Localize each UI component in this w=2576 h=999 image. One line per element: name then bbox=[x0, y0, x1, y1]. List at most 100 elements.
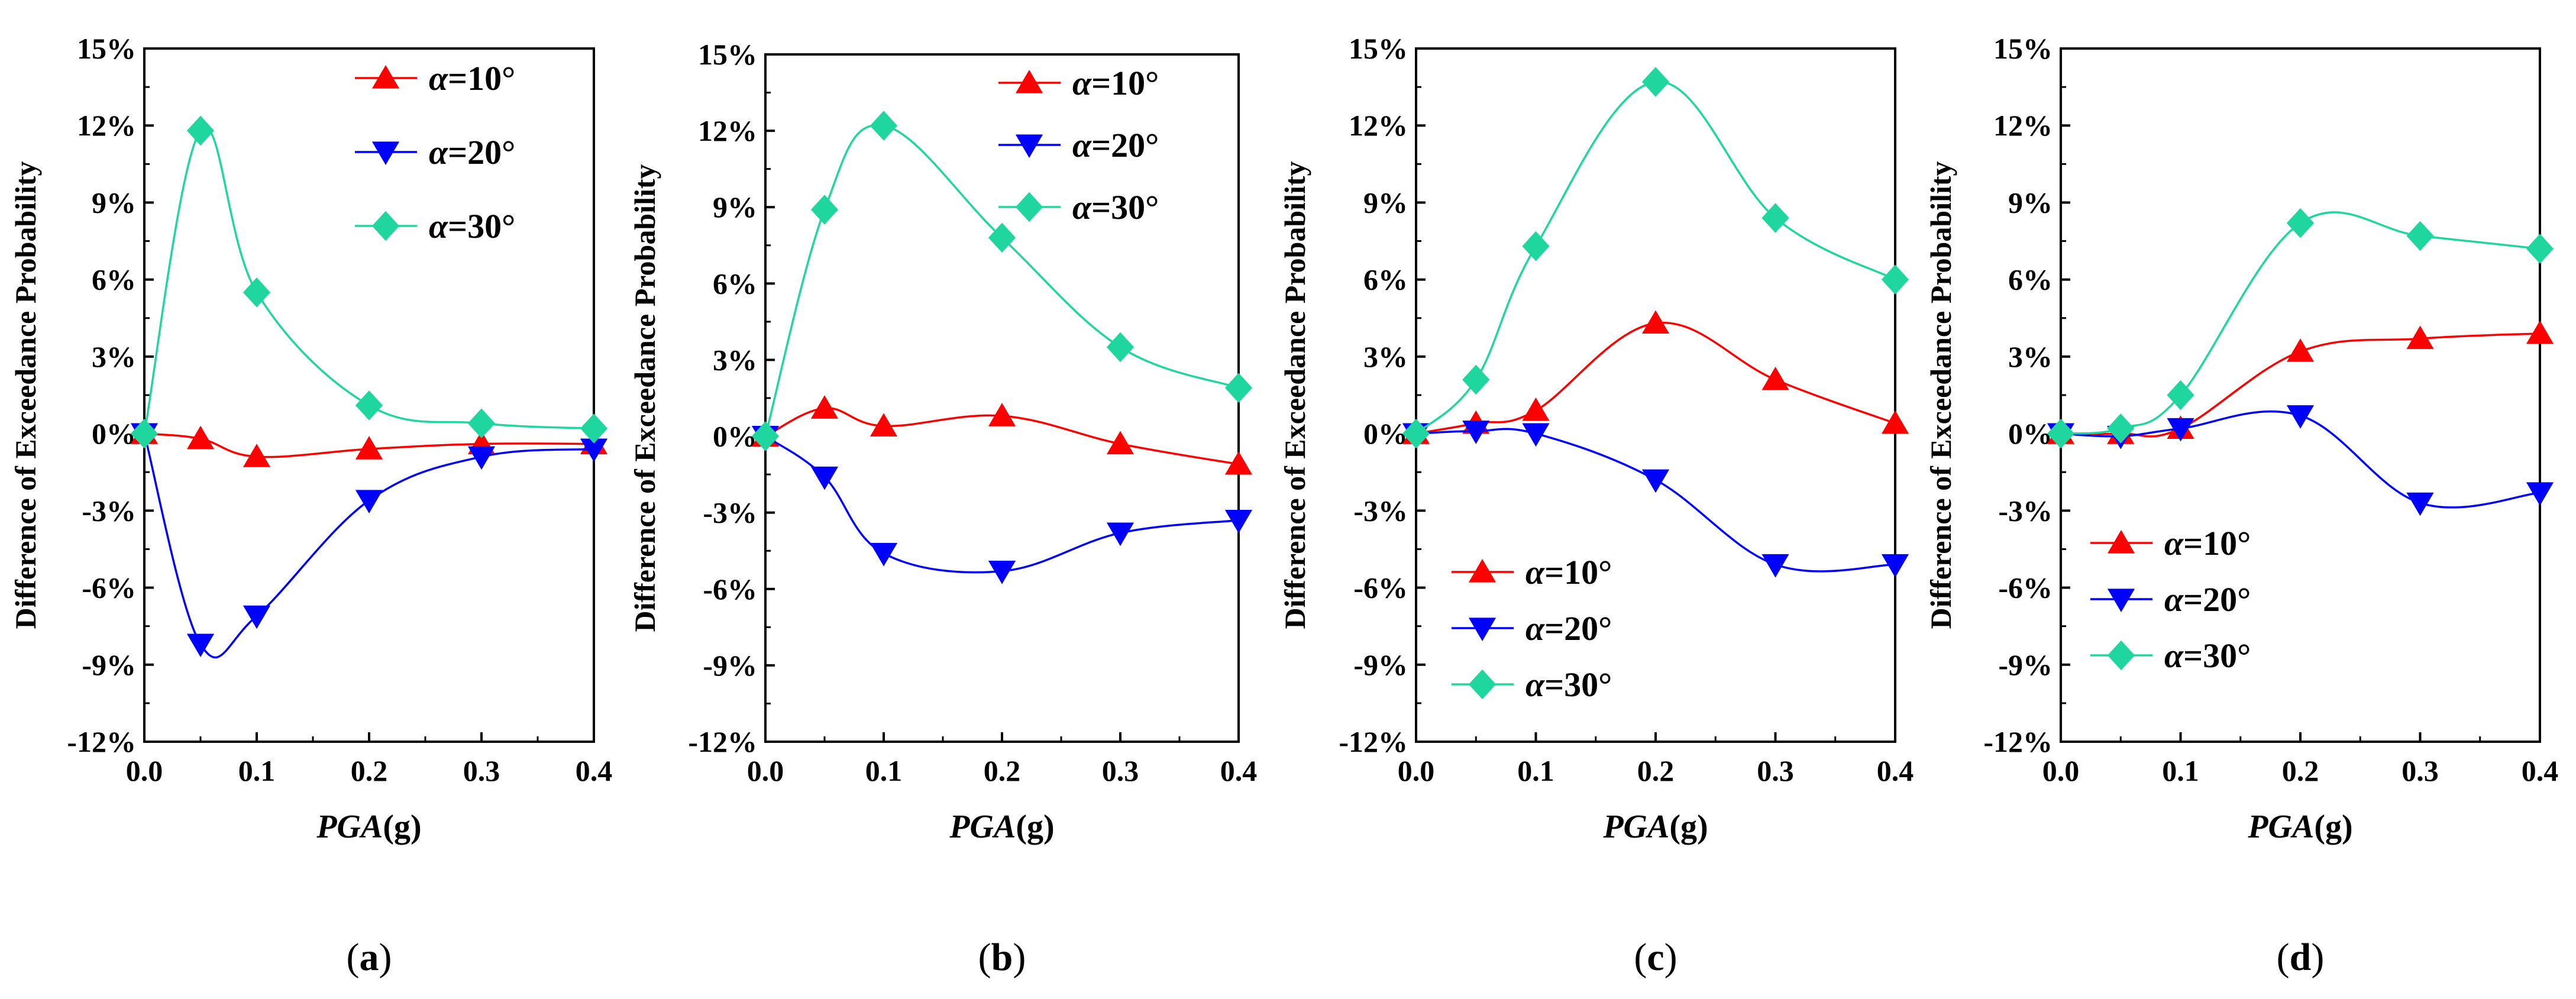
data-point bbox=[2526, 234, 2554, 264]
data-point bbox=[1106, 431, 1135, 455]
x-axis-title-variable: PGA bbox=[1602, 809, 1669, 845]
legend-value: =20° bbox=[1091, 126, 1159, 164]
x-tick-label: 0.4 bbox=[576, 754, 613, 787]
series-3 bbox=[130, 115, 608, 449]
plot-frame bbox=[764, 53, 1240, 743]
series-line bbox=[764, 124, 1239, 437]
legend: α=10°α=20°α=30° bbox=[355, 59, 515, 245]
x-tick-label: 0.1 bbox=[2162, 754, 2199, 787]
legend-entry: α=20° bbox=[355, 133, 515, 172]
data-point bbox=[186, 425, 215, 450]
legend-label: α=30° bbox=[1525, 665, 1612, 704]
caption-letter: a bbox=[360, 936, 379, 979]
legend-value: =10° bbox=[1544, 553, 1612, 591]
y-tick-label: 3% bbox=[2008, 340, 2053, 373]
legend-label: α=30° bbox=[2164, 636, 2251, 675]
x-tick-label: 0.4 bbox=[1220, 754, 1258, 787]
legend-entry: α=30° bbox=[355, 207, 515, 245]
legend-label: α=20° bbox=[2164, 580, 2251, 619]
series-2 bbox=[751, 425, 1253, 584]
x-tick-label: 0.4 bbox=[1877, 754, 1914, 787]
legend: α=10°α=20°α=30° bbox=[998, 64, 1159, 227]
data-point bbox=[2286, 405, 2315, 429]
plot-frame bbox=[2060, 47, 2541, 743]
y-tick-label: -12% bbox=[1983, 725, 2053, 758]
y-tick-label: -6% bbox=[82, 571, 136, 604]
data-point bbox=[243, 605, 271, 629]
data-point bbox=[751, 421, 780, 451]
y-tick-label: 12% bbox=[698, 114, 757, 147]
y-tick-label: -6% bbox=[703, 573, 757, 606]
legend-marker bbox=[2107, 589, 2135, 612]
panel-caption: (d) bbox=[2277, 936, 2325, 979]
caption-open: ( bbox=[2277, 936, 2290, 979]
legend: α =10° α=20° α=30° bbox=[2090, 524, 2251, 675]
legend-value: =10° bbox=[448, 59, 515, 98]
legend-symbol: α bbox=[429, 59, 448, 98]
y-tick-label: -12% bbox=[67, 725, 136, 758]
series-line bbox=[143, 433, 594, 659]
data-point bbox=[467, 446, 496, 470]
y-axis-title: Difference of Exceedance Probability bbox=[628, 164, 661, 632]
y-tick-label: 6% bbox=[92, 263, 136, 296]
y-tick-label: 6% bbox=[1363, 263, 1408, 296]
x-tick-label: 0.1 bbox=[865, 754, 903, 787]
data-point bbox=[1881, 264, 1909, 295]
data-point bbox=[810, 395, 839, 419]
legend-value: =10° bbox=[2183, 524, 2251, 562]
legend-value: =30° bbox=[1544, 665, 1612, 704]
legend-entry: α=20° bbox=[1452, 609, 1612, 648]
legend-label: α=30° bbox=[429, 207, 515, 245]
y-tick-label: -9% bbox=[1998, 648, 2053, 681]
series-line bbox=[1415, 428, 1896, 573]
data-point bbox=[988, 403, 1016, 426]
data-point bbox=[1761, 366, 1789, 390]
panel-c: -12% -9% -6% -3% 0% 3% 6% 9% 12% 15% 0.0 0.1 0.2 0.3 0… bbox=[1278, 32, 1914, 979]
y-tick-label: 12% bbox=[1349, 109, 1408, 142]
data-point bbox=[1761, 203, 1789, 233]
y-axis-title: Difference of Exceedance Probability bbox=[1924, 161, 1957, 629]
data-point bbox=[1106, 332, 1135, 363]
data-point bbox=[2286, 208, 2315, 238]
x-axis-title-unit: (g) bbox=[1669, 809, 1708, 845]
y-tick-label: 15% bbox=[1993, 32, 2053, 65]
data-point bbox=[870, 111, 898, 141]
caption-close: ) bbox=[2311, 936, 2324, 979]
y-tick-label: -6% bbox=[1998, 571, 2053, 604]
data-point bbox=[870, 413, 898, 437]
x-axis-title: PGA(g) bbox=[949, 809, 1054, 845]
data-point bbox=[1224, 509, 1253, 534]
x-axis-title-variable: PGA bbox=[2247, 809, 2314, 845]
x-axis-title-variable: PGA bbox=[316, 809, 383, 845]
data-point bbox=[2167, 418, 2194, 442]
y-tick-label: 3% bbox=[713, 343, 757, 376]
data-point bbox=[243, 444, 271, 467]
x-tick-label: 0.2 bbox=[1637, 754, 1675, 787]
y-tick-label: 9% bbox=[92, 186, 136, 219]
caption-close: ) bbox=[1013, 936, 1026, 979]
data-point bbox=[870, 542, 898, 567]
legend: α=10° α=20° α=30° bbox=[1452, 553, 1612, 704]
x-axis-title-unit: (g) bbox=[1016, 809, 1054, 845]
x-tick-label: 0.4 bbox=[2522, 754, 2559, 787]
legend-value: =30° bbox=[2183, 636, 2251, 675]
legend-value: =30° bbox=[448, 207, 515, 245]
legend-symbol: α bbox=[1072, 64, 1092, 102]
y-tick-label: 15% bbox=[77, 32, 136, 65]
y-tick-label: 0% bbox=[713, 420, 757, 453]
legend-symbol: α bbox=[2164, 636, 2184, 675]
legend-value: =30° bbox=[1091, 188, 1159, 227]
legend-entry: α=10° bbox=[355, 59, 515, 98]
legend-label: α=20° bbox=[1525, 609, 1612, 648]
x-axis-title: PGA(g) bbox=[2247, 809, 2352, 845]
data-point bbox=[243, 277, 271, 308]
y-tick-label: 3% bbox=[92, 340, 136, 373]
data-point bbox=[2406, 492, 2434, 516]
y-tick-label: 9% bbox=[713, 190, 757, 224]
y-tick-label: -9% bbox=[1353, 648, 1408, 681]
x-tick-label: 0.3 bbox=[463, 754, 500, 787]
legend-entry: α=10° bbox=[1452, 553, 1612, 591]
data-point bbox=[1881, 554, 1909, 578]
series-3 bbox=[751, 111, 1253, 451]
x-tick-label: 0.1 bbox=[1517, 754, 1554, 787]
